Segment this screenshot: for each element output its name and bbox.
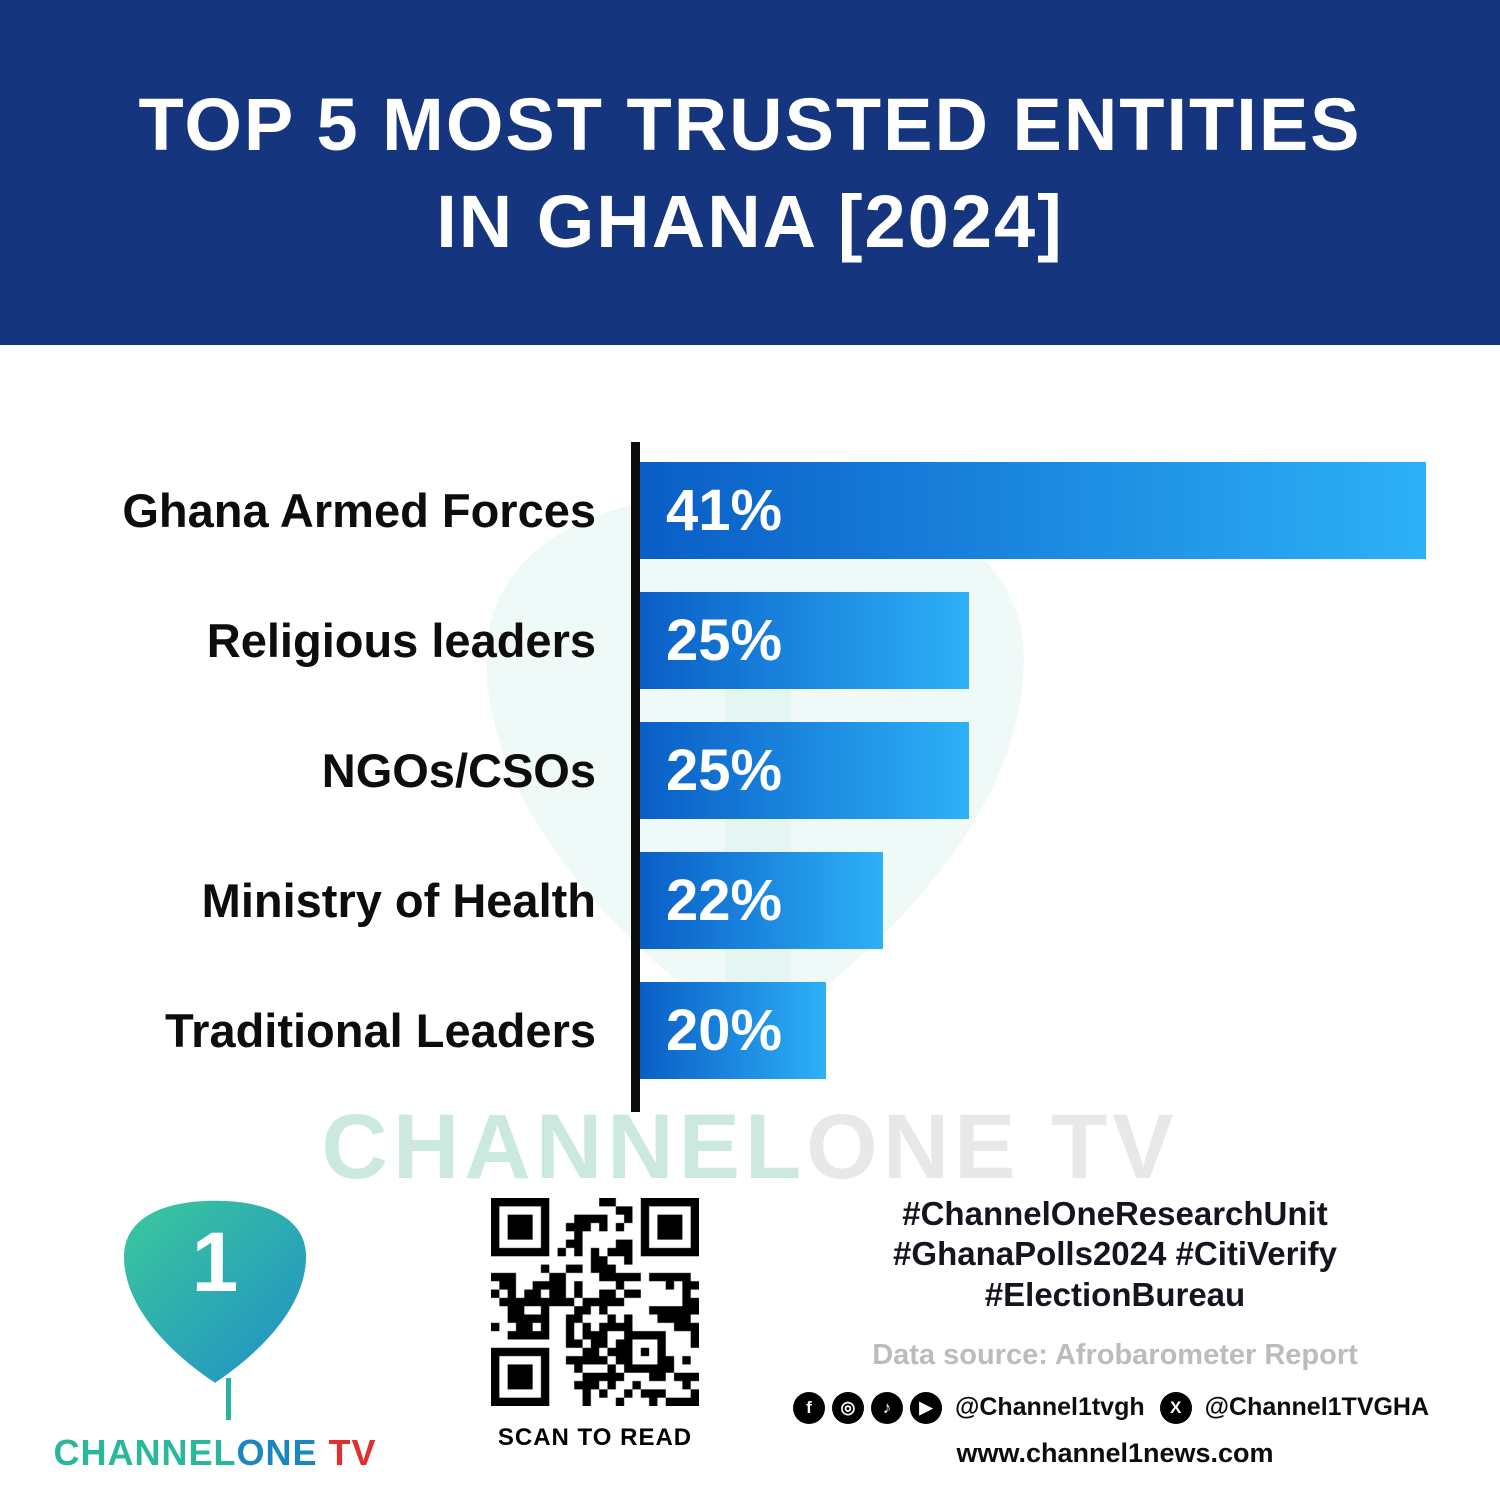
bar-row: Traditional Leaders 20% bbox=[0, 982, 1500, 1079]
qr-section: SCAN TO READ bbox=[430, 1180, 760, 1500]
brand-channel: CHANNEL bbox=[53, 1432, 237, 1473]
page-title-line1: TOP 5 MOST TRUSTED ENTITIES bbox=[138, 82, 1362, 166]
footer-info: #ChannelOneResearchUnit #GhanaPolls2024 … bbox=[760, 1180, 1500, 1500]
footer: 1 CHANNELONE TV SCAN TO READ #ChannelOne… bbox=[0, 1180, 1500, 1500]
brand-one: ONE bbox=[236, 1432, 318, 1473]
website-url: www.channel1news.com bbox=[956, 1437, 1274, 1468]
category-label: Traditional Leaders bbox=[165, 1004, 596, 1057]
category-label: Religious leaders bbox=[206, 614, 596, 667]
bar-row: Ghana Armed Forces 41% bbox=[0, 462, 1500, 559]
qr-code bbox=[491, 1198, 699, 1406]
bar-row: NGOs/CSOs 25% bbox=[0, 722, 1500, 819]
bar-area: 25% bbox=[640, 592, 1440, 689]
page-title-line2: IN GHANA [2024] bbox=[436, 179, 1064, 263]
bar-area: 20% bbox=[640, 982, 1440, 1079]
bar-value-label: 20% bbox=[666, 998, 783, 1063]
bar-chart: Ghana Armed Forces 41% Religious leaders… bbox=[0, 442, 1500, 1115]
bar-area: 25% bbox=[640, 722, 1440, 819]
bar: 25% bbox=[640, 722, 969, 819]
y-axis-line bbox=[631, 442, 640, 1112]
facebook-icon: f bbox=[792, 1391, 825, 1424]
logo-digit: 1 bbox=[191, 1215, 239, 1309]
social-handle-x: @Channel1TVGHA bbox=[1204, 1393, 1430, 1422]
hashtags: #ChannelOneResearchUnit #GhanaPolls2024 … bbox=[893, 1194, 1337, 1315]
bar-area: 22% bbox=[640, 852, 1440, 949]
bar-value-label: 22% bbox=[666, 868, 783, 933]
watermark-part1: CHANNEL bbox=[321, 1096, 807, 1198]
youtube-icon: ▶ bbox=[909, 1391, 942, 1424]
logo-pick-icon: 1 bbox=[110, 1192, 320, 1420]
bar-value-label: 25% bbox=[666, 738, 783, 803]
bar: 22% bbox=[640, 852, 884, 949]
channel-one-logo: 1 CHANNELONE TV bbox=[0, 1180, 430, 1500]
bar-value-label: 25% bbox=[666, 608, 783, 673]
bar-value-label: 41% bbox=[666, 478, 783, 543]
instagram-icon: ◎ bbox=[831, 1391, 864, 1424]
logo-stem bbox=[225, 1378, 231, 1420]
category-label: NGOs/CSOs bbox=[321, 744, 596, 797]
qr-caption: SCAN TO READ bbox=[497, 1424, 693, 1451]
category-label: Ministry of Health bbox=[201, 874, 596, 927]
tiktok-icon: ♪ bbox=[870, 1391, 903, 1424]
bar-row: Ministry of Health 22% bbox=[0, 852, 1500, 949]
brand-wordmark: CHANNELONE TV bbox=[53, 1432, 376, 1474]
hashtags-line3: #ElectionBureau bbox=[984, 1275, 1246, 1313]
watermark-text: CHANNELONE TV bbox=[0, 1095, 1500, 1200]
bar-area: 41% bbox=[640, 462, 1440, 559]
brand-tv: TV bbox=[317, 1432, 377, 1473]
bar: 20% bbox=[640, 982, 826, 1079]
bar: 25% bbox=[640, 592, 969, 689]
watermark-part2: ONE TV bbox=[806, 1096, 1179, 1198]
social-handle-main: @Channel1tvgh bbox=[954, 1393, 1145, 1422]
hashtags-line2: #GhanaPolls2024 #CitiVerify bbox=[893, 1235, 1337, 1273]
header-banner: TOP 5 MOST TRUSTED ENTITIES IN GHANA [20… bbox=[0, 0, 1500, 345]
bar-row: Religious leaders 25% bbox=[0, 592, 1500, 689]
category-label: Ghana Armed Forces bbox=[122, 484, 596, 537]
hashtags-line1: #ChannelOneResearchUnit bbox=[902, 1195, 1328, 1232]
x-icon: X bbox=[1159, 1391, 1192, 1424]
bar: 41% bbox=[640, 462, 1426, 559]
data-source: Data source: Afrobarometer Report bbox=[872, 1338, 1358, 1371]
social-row: f ◎ ♪ ▶ @Channel1tvgh X @Channel1TVGHA bbox=[792, 1391, 1437, 1424]
